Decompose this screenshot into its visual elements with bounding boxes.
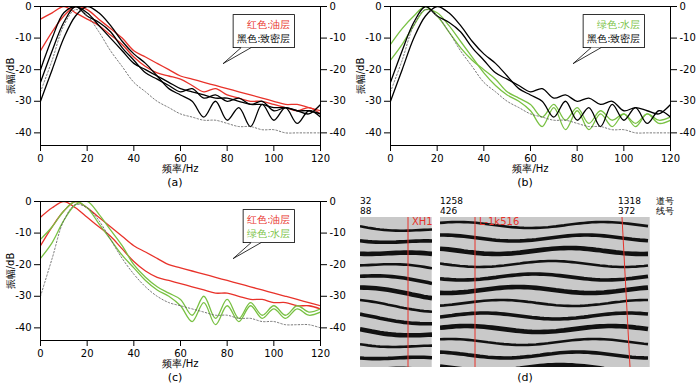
svg-text:-10: -10	[330, 227, 346, 238]
svg-text:0: 0	[330, 1, 336, 12]
svg-text:XH1: XH1	[412, 216, 433, 227]
svg-text:80: 80	[221, 153, 234, 164]
svg-text:-40: -40	[15, 322, 31, 333]
svg-text:40: 40	[477, 153, 490, 164]
svg-text:-20: -20	[15, 64, 31, 75]
svg-text:80: 80	[571, 153, 584, 164]
svg-text:-30: -30	[15, 95, 31, 106]
svg-text:线号: 线号	[656, 206, 674, 216]
svg-text:-20: -20	[680, 64, 696, 75]
svg-text:120: 120	[311, 348, 330, 359]
svg-text:100: 100	[264, 348, 283, 359]
svg-text:绿色:水层: 绿色:水层	[247, 228, 290, 239]
svg-text:L-1k516: L-1k516	[479, 216, 519, 227]
svg-text:0: 0	[330, 196, 336, 207]
svg-text:-30: -30	[330, 290, 346, 301]
svg-text:120: 120	[661, 153, 680, 164]
svg-text:40: 40	[127, 153, 140, 164]
svg-text:0: 0	[387, 153, 393, 164]
svg-text:-30: -30	[365, 95, 381, 106]
svg-text:0: 0	[680, 1, 686, 12]
svg-text:0: 0	[25, 196, 31, 207]
svg-text:-10: -10	[680, 32, 696, 43]
svg-text:-40: -40	[15, 127, 31, 138]
svg-text:426: 426	[440, 206, 457, 216]
svg-text:频率/Hz: 频率/Hz	[162, 163, 198, 174]
svg-text:0: 0	[37, 153, 43, 164]
svg-text:红色:油层: 红色:油层	[247, 19, 290, 30]
svg-text:道号: 道号	[656, 196, 674, 206]
svg-text:频率/Hz: 频率/Hz	[162, 358, 198, 369]
svg-text:88: 88	[360, 206, 372, 216]
svg-text:40: 40	[127, 348, 140, 359]
svg-text:60: 60	[174, 152, 187, 164]
svg-text:20: 20	[81, 153, 94, 164]
svg-text:-40: -40	[680, 127, 696, 138]
svg-text:0: 0	[37, 348, 43, 359]
html-text:(c): (c)	[167, 371, 183, 384]
svg-text:-30: -30	[15, 290, 31, 301]
svg-text:-20: -20	[365, 64, 381, 75]
svg-text:-40: -40	[365, 127, 381, 138]
svg-text:0: 0	[375, 1, 381, 12]
svg-text:-40: -40	[330, 127, 346, 138]
svg-text:频率/Hz: 频率/Hz	[512, 163, 548, 174]
html-text:(a): (a)	[167, 176, 183, 189]
svg-text:振幅/dB: 振幅/dB	[5, 253, 16, 290]
svg-text:1318: 1318	[618, 196, 641, 206]
svg-text:黑色:致密层: 黑色:致密层	[237, 33, 290, 44]
svg-text:振幅/dB: 振幅/dB	[5, 58, 16, 95]
svg-text:-10: -10	[15, 32, 31, 43]
svg-text:120: 120	[311, 153, 330, 164]
svg-text:红色:油层: 红色:油层	[247, 214, 290, 225]
svg-text:60: 60	[174, 347, 187, 359]
svg-text:-10: -10	[330, 32, 346, 43]
svg-text:100: 100	[614, 153, 633, 164]
svg-text:-40: -40	[330, 322, 346, 333]
svg-text:0: 0	[25, 1, 31, 12]
html-text:(d): (d)	[517, 371, 533, 384]
svg-text:100: 100	[264, 153, 283, 164]
svg-text:80: 80	[221, 348, 234, 359]
svg-text:绿色:水层: 绿色:水层	[597, 19, 640, 30]
svg-text:32: 32	[360, 196, 371, 206]
svg-text:-10: -10	[15, 227, 31, 238]
svg-text:20: 20	[431, 153, 444, 164]
svg-text:372: 372	[618, 206, 635, 216]
svg-text:20: 20	[81, 348, 94, 359]
svg-text:1258: 1258	[440, 196, 463, 206]
svg-text:-20: -20	[330, 259, 346, 270]
svg-text:-20: -20	[15, 259, 31, 270]
svg-text:-30: -30	[330, 95, 346, 106]
svg-text:-30: -30	[680, 95, 696, 106]
svg-text:60: 60	[524, 152, 537, 164]
svg-text:振幅/dB: 振幅/dB	[355, 58, 366, 95]
svg-text:黑色:致密层: 黑色:致密层	[587, 33, 640, 44]
svg-text:-10: -10	[365, 32, 381, 43]
svg-text:-20: -20	[330, 64, 346, 75]
html-text:(b): (b)	[517, 176, 533, 189]
